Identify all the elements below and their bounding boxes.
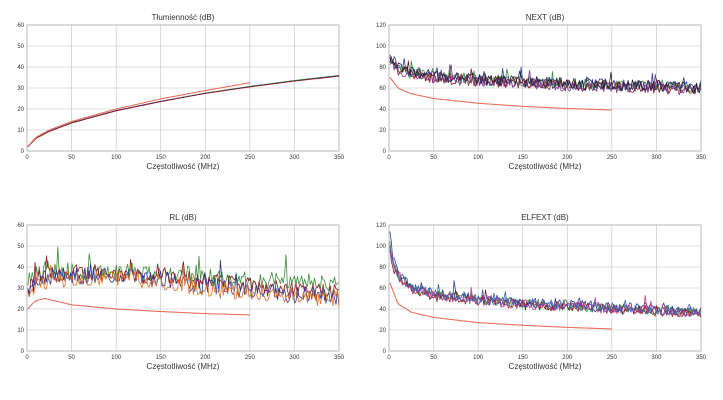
x-axis-label: Częstotliwość (MHz) xyxy=(147,362,220,371)
limit-line xyxy=(389,77,612,111)
y-tick-label: 20 xyxy=(17,107,24,113)
y-tick-label: 40 xyxy=(379,307,386,313)
x-tick-label: 100 xyxy=(473,355,484,361)
chart-title: Tłumienność (dB) xyxy=(152,13,215,22)
x-tick-label: 300 xyxy=(289,355,300,361)
y-tick-label: 60 xyxy=(379,86,386,92)
chart-title: RL (dB) xyxy=(169,213,197,222)
grid-lines xyxy=(26,24,340,152)
series-group xyxy=(389,54,701,111)
x-tick-label: 250 xyxy=(245,355,256,361)
y-tick-label: 10 xyxy=(17,328,24,334)
x-axis-label: Częstotliwość (MHz) xyxy=(147,162,220,171)
measured-line xyxy=(389,59,701,96)
x-tick-label: 200 xyxy=(200,155,211,161)
x-tick-label: 100 xyxy=(111,155,122,161)
x-tick-label: 100 xyxy=(473,155,484,161)
chart-next: 0 50 100 150 200 250 300 350 0 20 40 60 80 100 120 NEXT… xyxy=(376,13,707,171)
y-tick-label: 30 xyxy=(17,86,24,92)
chart-rl: 0 50 100 150 200 250 300 350 0 10 20 30 40 50 60 RL (dB… xyxy=(17,213,345,371)
measured-line xyxy=(27,259,339,305)
measured-line xyxy=(389,250,701,318)
x-tick-label: 50 xyxy=(68,155,75,161)
y-tick-label: 80 xyxy=(379,65,386,71)
x-tick-label: 50 xyxy=(430,355,437,361)
y-tick-label: 0 xyxy=(383,149,387,155)
x-axis-label: Częstotliwość (MHz) xyxy=(509,162,582,171)
x-tick-label: 150 xyxy=(518,155,529,161)
chart-title: NEXT (dB) xyxy=(526,13,565,22)
series-group xyxy=(389,231,701,330)
x-tick-label: 0 xyxy=(25,155,29,161)
chart-elfext: 0 50 100 150 200 250 300 350 0 20 40 60 80 100 120 ELFE… xyxy=(376,213,707,371)
y-tick-label: 0 xyxy=(383,349,387,355)
limit-line xyxy=(389,282,612,330)
x-tick-label: 200 xyxy=(200,355,211,361)
y-tick-label: 40 xyxy=(17,265,24,271)
x-tick-label: 150 xyxy=(156,355,167,361)
measured-line xyxy=(27,255,339,301)
x-tick-label: 350 xyxy=(696,155,707,161)
y-tick-label: 0 xyxy=(21,149,25,155)
measured-line xyxy=(389,245,701,317)
measured-line xyxy=(27,264,339,307)
y-tick-label: 20 xyxy=(379,328,386,334)
chart-attenuation: 0 50 100 150 200 250 300 350 0 10 20 30 40 50 60 Tłumie… xyxy=(17,13,345,171)
x-tick-label: 0 xyxy=(387,155,391,161)
chart-title: ELFEXT (dB) xyxy=(521,213,569,222)
x-tick-label: 0 xyxy=(25,355,29,361)
series-group xyxy=(27,246,339,316)
x-tick-label: 300 xyxy=(289,155,300,161)
x-tick-label: 300 xyxy=(651,155,662,161)
y-tick-label: 100 xyxy=(376,44,387,50)
x-tick-label: 350 xyxy=(334,355,345,361)
x-tick-label: 300 xyxy=(651,355,662,361)
x-tick-label: 150 xyxy=(156,155,167,161)
series-group xyxy=(27,75,339,148)
x-tick-label: 150 xyxy=(518,355,529,361)
measured-line xyxy=(389,57,701,94)
y-tick-label: 40 xyxy=(379,107,386,113)
x-axis-label: Częstotliwość (MHz) xyxy=(509,362,582,371)
y-tick-label: 100 xyxy=(376,244,387,250)
x-tick-label: 50 xyxy=(430,155,437,161)
x-tick-label: 250 xyxy=(607,155,618,161)
y-tick-label: 120 xyxy=(376,223,387,229)
x-tick-label: 100 xyxy=(111,355,122,361)
y-tick-label: 60 xyxy=(17,223,24,229)
y-tick-label: 80 xyxy=(379,265,386,271)
y-tick-label: 60 xyxy=(17,23,24,29)
y-tick-label: 30 xyxy=(17,286,24,292)
y-tick-label: 0 xyxy=(21,349,25,355)
measured-line xyxy=(27,75,339,148)
x-tick-label: 250 xyxy=(245,155,256,161)
x-tick-label: 350 xyxy=(334,155,345,161)
x-tick-label: 200 xyxy=(562,155,573,161)
limit-line xyxy=(27,82,250,147)
y-tick-label: 10 xyxy=(17,128,24,134)
x-tick-label: 0 xyxy=(387,355,391,361)
x-tick-label: 350 xyxy=(696,355,707,361)
y-tick-label: 20 xyxy=(17,307,24,313)
y-tick-label: 50 xyxy=(17,44,24,50)
y-tick-label: 60 xyxy=(379,286,386,292)
x-tick-label: 50 xyxy=(68,355,75,361)
y-tick-label: 120 xyxy=(376,23,387,29)
limit-line xyxy=(27,298,250,316)
y-tick-label: 50 xyxy=(17,244,24,250)
x-tick-label: 250 xyxy=(607,355,618,361)
y-tick-label: 40 xyxy=(17,65,24,71)
x-tick-label: 200 xyxy=(562,355,573,361)
y-tick-label: 20 xyxy=(379,128,386,134)
